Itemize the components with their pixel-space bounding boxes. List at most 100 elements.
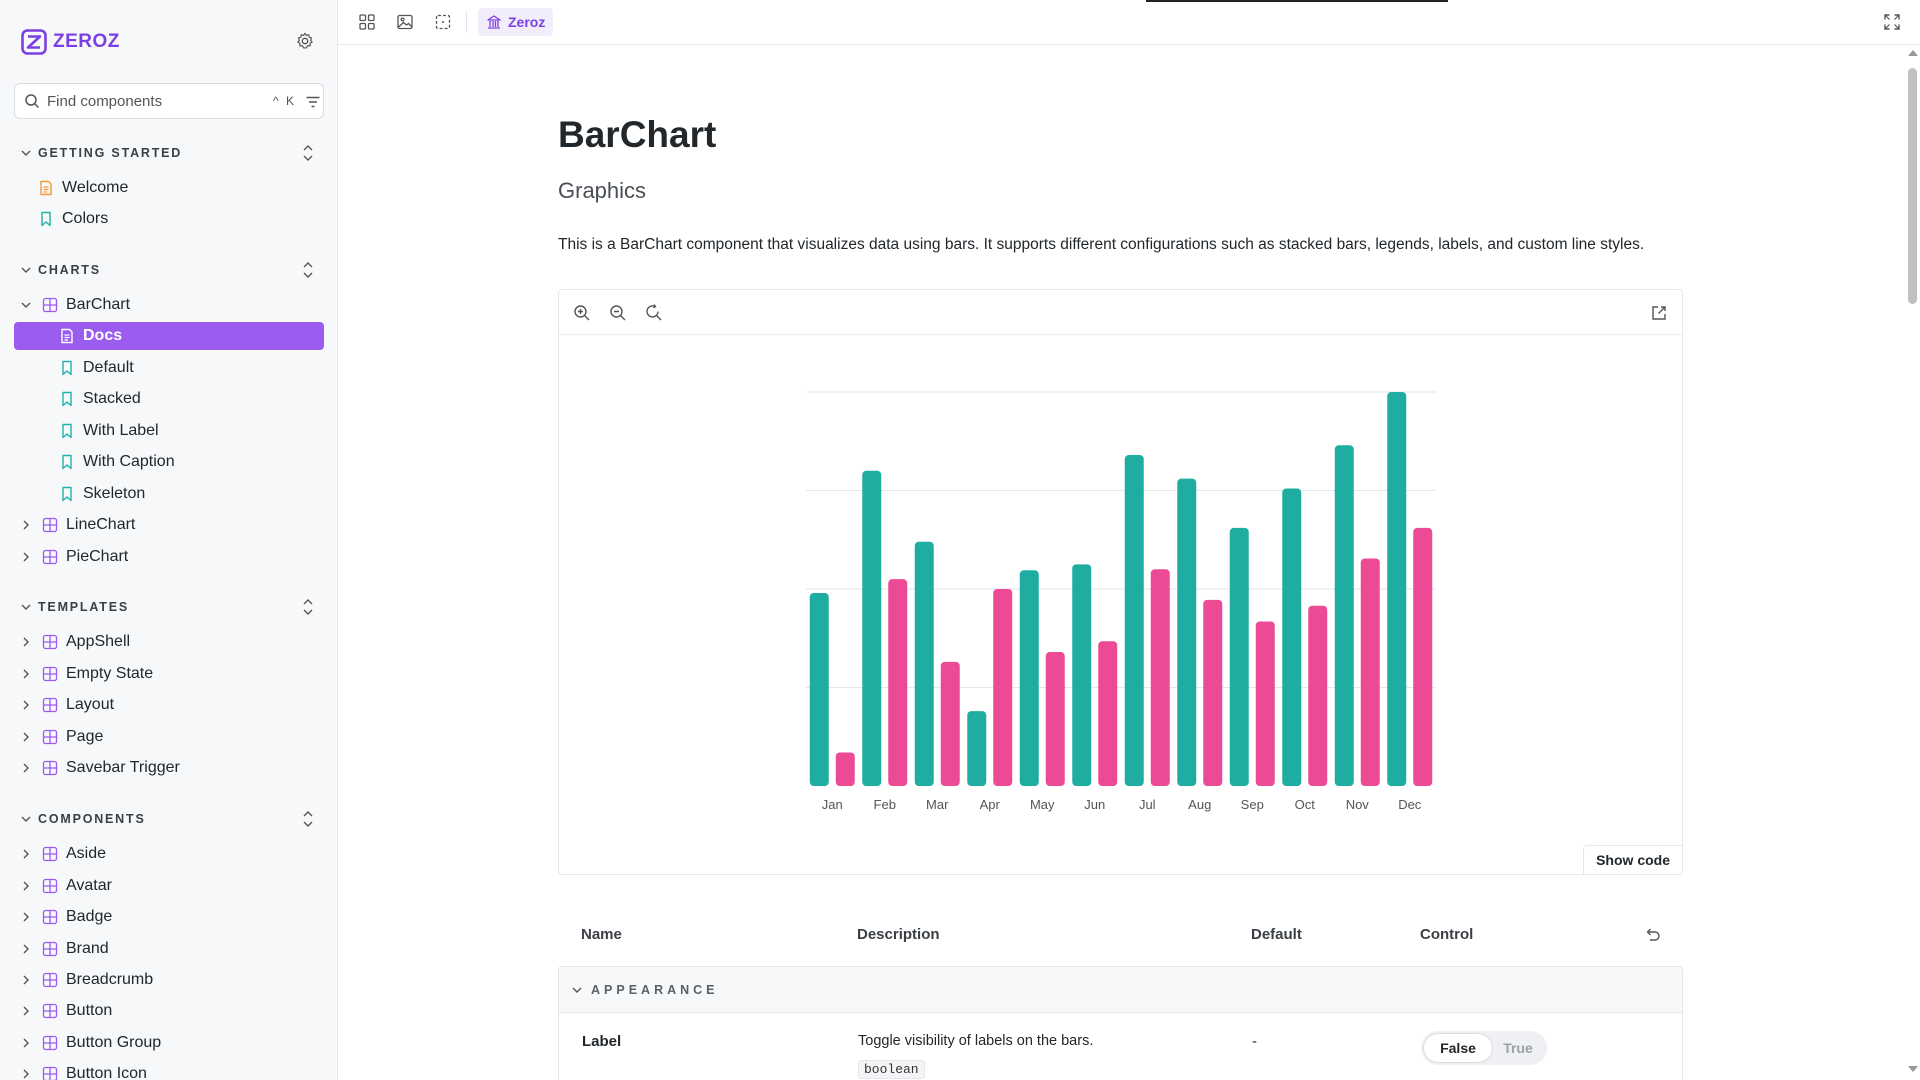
bar-feb-series-1[interactable] [862,470,882,786]
component-icon [42,517,58,533]
group-row-appearance[interactable]: APPEARANCE [559,967,1682,1013]
bar-nov-series-1[interactable] [1334,445,1354,786]
bar-oct-series-2[interactable] [1308,605,1328,786]
section-components[interactable]: COMPONENTS [20,809,320,829]
top-toolbar: Zeroz [338,0,1920,45]
bar-jan-series-1[interactable] [809,592,829,786]
undo-icon[interactable] [1644,926,1662,944]
search-box: ^ K [14,83,324,119]
grid-icon[interactable] [358,13,376,31]
bar-mar-series-2[interactable] [940,661,960,786]
bar-dec-series-2[interactable] [1413,527,1433,786]
bar-jan-series-2[interactable] [835,752,855,786]
sidebar-item-welcome[interactable]: Welcome [38,174,128,202]
bar-aug-series-1[interactable] [1177,478,1197,786]
expand-collapse-icon[interactable] [300,261,316,279]
sidebar-item-layout[interactable]: Layout [20,691,114,719]
sidebar-item-aside[interactable]: Aside [20,840,106,868]
chevron-right-icon [23,849,29,859]
section-templates[interactable]: TEMPLATES [20,597,320,617]
sidebar-item-piechart[interactable]: PieChart [20,543,128,571]
bar-nov-series-2[interactable] [1360,558,1380,786]
sidebar-item-with-label[interactable]: With Label [59,417,159,445]
sidebar-item-breadcrumb[interactable]: Breadcrumb [20,966,153,994]
image-icon[interactable] [396,13,414,31]
toggle-option-true[interactable]: True [1503,1040,1533,1056]
bar-oct-series-1[interactable] [1282,488,1302,786]
open-new-tab-icon[interactable] [1650,304,1668,322]
sidebar-item-colors[interactable]: Colors [38,205,108,233]
sidebar-item-stacked[interactable]: Stacked [59,385,141,413]
bar-aug-series-2[interactable] [1203,599,1223,786]
scroll-down-arrow[interactable] [1908,1066,1918,1072]
sidebar-item-savebar-trigger[interactable]: Savebar Trigger [20,754,180,782]
sidebar-item-docs[interactable]: Docs [14,322,324,350]
sidebar-item-page[interactable]: Page [20,723,103,751]
bar-jun-series-1[interactable] [1072,564,1092,786]
tab-label: Zeroz [508,14,546,30]
column-header-default: Default [1251,926,1302,943]
sidebar-item-button[interactable]: Button [20,997,112,1025]
brand[interactable]: ZEROZ [21,28,120,56]
sidebar-item-brand[interactable]: Brand [20,935,109,963]
sidebar-item-button-icon[interactable]: Button Icon [20,1060,147,1080]
bar-jun-series-2[interactable] [1098,641,1118,786]
bar-mar-series-1[interactable] [914,541,934,786]
component-icon [42,760,58,776]
sidebar-item-badge[interactable]: Badge [20,903,112,931]
document-icon [40,180,52,196]
bar-sep-series-2[interactable] [1255,621,1275,786]
bar-dec-series-1[interactable] [1387,392,1407,786]
bar-sep-series-1[interactable] [1229,527,1249,786]
zoom-out-icon[interactable] [609,304,627,322]
bar-may-series-1[interactable] [1019,570,1039,786]
section-label: COMPONENTS [38,812,146,826]
sidebar-item-default[interactable]: Default [59,354,134,382]
chevron-right-icon [23,1006,29,1016]
section-getting-started[interactable]: GETTING STARTED [20,143,320,163]
expand-collapse-icon[interactable] [300,144,316,162]
component-icon [42,297,58,313]
show-code-button[interactable]: Show code [1583,845,1683,875]
bar-feb-series-2[interactable] [888,579,908,786]
bar-apr-series-1[interactable] [967,711,987,786]
component-icon [42,909,58,925]
sidebar-item-with-caption[interactable]: With Caption [59,448,175,476]
search-input[interactable] [47,92,247,110]
bar-may-series-2[interactable] [1045,652,1065,786]
bar-apr-series-2[interactable] [993,589,1013,786]
sidebar-item-skeleton[interactable]: Skeleton [59,480,145,508]
fullscreen-icon[interactable] [1883,13,1901,31]
sidebar-item-barchart[interactable]: BarChart [20,291,130,319]
component-icon [42,549,58,565]
bar-jul-series-2[interactable] [1150,569,1170,786]
scrollbar[interactable] [1905,46,1920,1080]
frame-icon[interactable] [434,13,452,31]
boolean-toggle: False True [1421,1031,1547,1065]
expand-collapse-icon[interactable] [300,810,316,828]
reset-zoom-icon[interactable] [645,304,663,322]
section-label: CHARTS [38,263,101,277]
expand-collapse-icon[interactable] [300,598,316,616]
bookmark-icon [62,486,72,502]
bar-jul-series-1[interactable] [1124,455,1144,786]
sidebar-item-avatar[interactable]: Avatar [20,872,112,900]
sidebar-item-button-group[interactable]: Button Group [20,1029,161,1057]
sidebar-item-empty-state[interactable]: Empty State [20,660,153,688]
chevron-right-icon [23,520,29,530]
sidebar-item-label: Badge [66,908,113,925]
zoom-in-icon[interactable] [573,304,591,322]
chevron-right-icon [23,732,29,742]
x-tick-label: Jun [1084,797,1105,812]
sidebar-item-linechart[interactable]: LineChart [20,511,135,539]
sidebar-item-appshell[interactable]: AppShell [20,628,130,656]
toggle-option-false[interactable]: False [1424,1034,1492,1062]
gear-icon[interactable] [296,32,314,50]
scroll-up-arrow[interactable] [1908,50,1918,56]
section-charts[interactable]: CHARTS [20,260,320,280]
scroll-thumb[interactable] [1908,68,1917,304]
component-icon [42,846,58,862]
tab-zeroz[interactable]: Zeroz [478,8,554,36]
filter-icon[interactable] [305,94,321,110]
sidebar-item-label: Default [83,359,134,376]
